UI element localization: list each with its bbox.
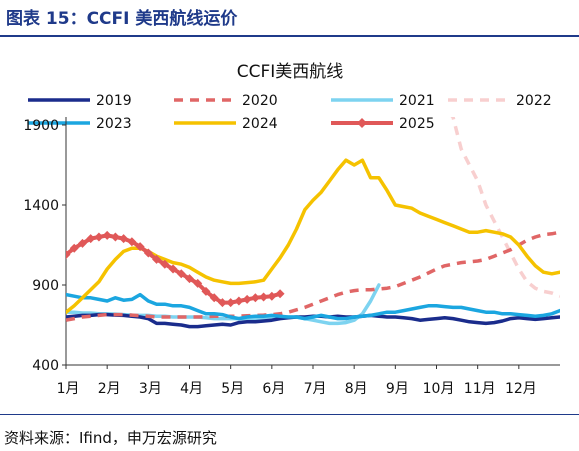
y-tick-label: 1400 <box>23 198 59 214</box>
data-point-2025 <box>77 238 87 248</box>
legend-label-2022: 2022 <box>516 93 552 109</box>
x-tick-label: 5月 <box>221 381 244 397</box>
data-point-2025 <box>110 232 120 242</box>
source-rule <box>0 414 579 415</box>
data-point-2025 <box>119 234 129 244</box>
data-point-2025 <box>127 237 137 247</box>
source-note: 资料来源：Ifind，申万宏源研究 <box>4 429 217 447</box>
x-tick-label: 11月 <box>464 381 496 397</box>
y-tick-label: 1900 <box>23 118 59 134</box>
x-tick-label: 2月 <box>98 381 121 397</box>
legend-label-2019: 2019 <box>96 93 132 109</box>
data-point-2025 <box>168 264 178 274</box>
data-point-2025 <box>94 232 104 242</box>
data-point-2025 <box>259 292 269 302</box>
data-point-2025 <box>160 259 170 269</box>
axes: 400 900 1400 1900 1月 2月 3月 4月 5月 6月 7月 8月 9月 10月 11月 12… <box>23 117 560 397</box>
legend-label-2020: 2020 <box>242 93 278 109</box>
data-point-2025 <box>242 294 252 304</box>
x-tick-label: 6月 <box>262 381 285 397</box>
series-group <box>66 117 560 329</box>
x-tick-label: 12月 <box>505 381 537 397</box>
data-point-2025 <box>69 243 79 253</box>
data-point-2025 <box>275 289 285 299</box>
legend-label-2025: 2025 <box>399 116 435 132</box>
ccfi-line-chart: CCFI美西航线 2019 2020 2021 2022 2023 2024 2025 40… <box>23 62 560 397</box>
data-point-2025 <box>185 274 194 284</box>
data-point-2025 <box>143 248 153 258</box>
series-line-2023 <box>66 292 560 321</box>
data-point-2025 <box>250 293 260 303</box>
legend-label-2024: 2024 <box>242 116 278 132</box>
series-line-2020 <box>66 230 560 322</box>
x-tick-label: 3月 <box>139 381 162 397</box>
data-point-2025 <box>217 298 227 308</box>
x-tick-label: 7月 <box>304 381 327 397</box>
data-point-2025 <box>102 230 112 240</box>
legend-marker-2025 <box>357 118 367 128</box>
data-point-2025 <box>86 234 96 244</box>
data-point-2025 <box>135 242 145 252</box>
y-tick-label: 900 <box>32 278 59 294</box>
legend: 2019 2020 2021 2022 2023 2024 2025 <box>28 93 552 132</box>
data-point-2025 <box>176 269 186 279</box>
series-line-2024 <box>66 158 560 314</box>
legend-label-2021: 2021 <box>399 93 435 109</box>
y-tick-label: 400 <box>32 358 59 374</box>
legend-label-2023: 2023 <box>96 116 132 132</box>
x-tick-label: 9月 <box>386 381 409 397</box>
data-point-2025 <box>267 291 277 301</box>
data-point-2025 <box>226 298 236 308</box>
data-point-2025 <box>193 278 203 288</box>
x-tick-label: 8月 <box>345 381 368 397</box>
data-point-2025 <box>209 293 219 303</box>
x-tick-label: 10月 <box>423 381 455 397</box>
data-point-2025 <box>234 296 244 306</box>
data-point-2025 <box>152 254 162 264</box>
data-point-2025 <box>66 250 71 260</box>
title-rule <box>0 35 579 37</box>
figure-title: 图表 15：CCFI 美西航线运价 <box>6 9 238 29</box>
x-tick-label: 1月 <box>57 381 80 397</box>
x-tick-label: 4月 <box>180 381 203 397</box>
data-point-2025 <box>201 286 211 296</box>
chart-title: CCFI美西航线 <box>237 62 344 82</box>
